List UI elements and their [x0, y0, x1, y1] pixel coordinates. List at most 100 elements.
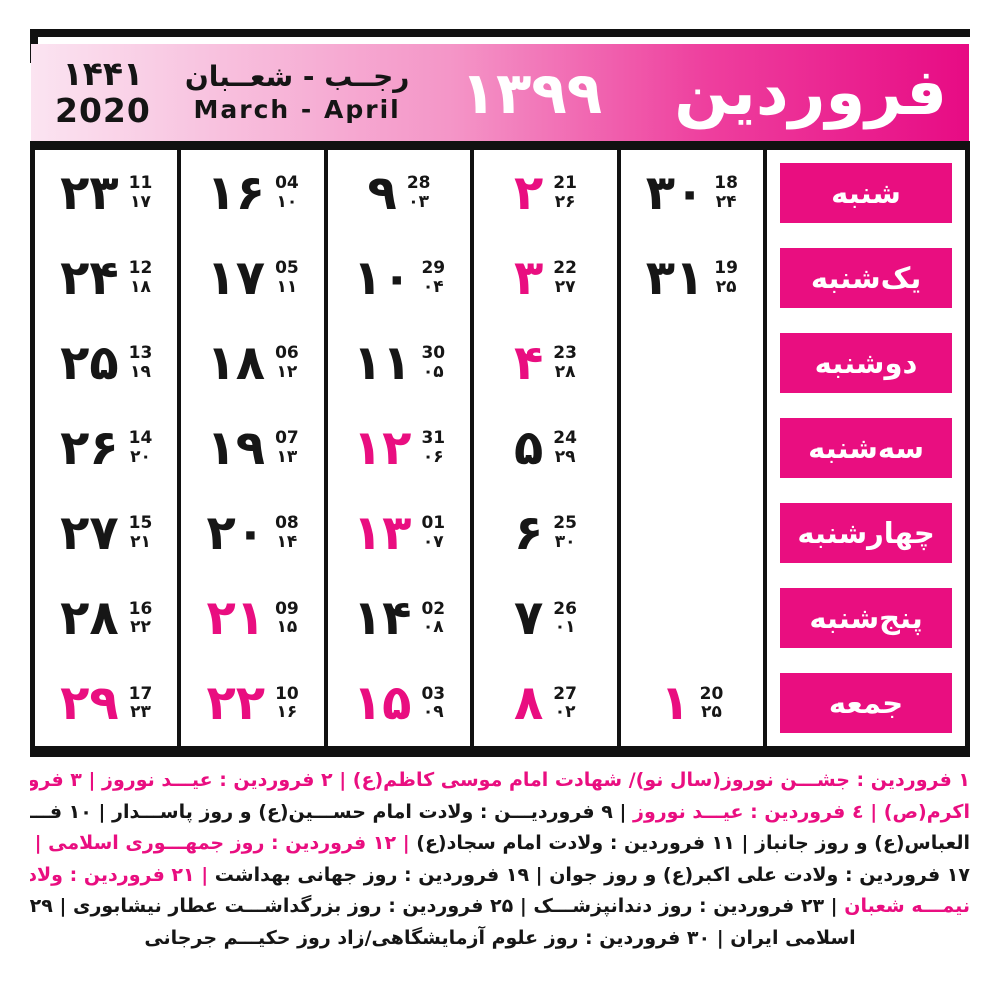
hijri-day-number: ۱۷ [130, 191, 151, 212]
weekday-box: یک‌شنبه [780, 247, 953, 308]
secondary-dates-stack: 05 ۱۱ [275, 259, 299, 296]
gregorian-day-number: 06 [275, 343, 299, 364]
hijri-day-number: ۱۲ [276, 361, 298, 382]
secondary-dates-stack: 14 ۲۰ [129, 429, 153, 466]
hijri-day-number: ۲۳ [130, 702, 151, 723]
secondary-dates-stack: 31 ۰۶ [421, 429, 445, 466]
jalali-day-number: ۹ [367, 164, 397, 221]
jalali-day-number: ۲۳ [60, 164, 119, 221]
gregorian-day-number: 29 [421, 258, 446, 279]
date-cell: ۱۹ 07 ۱۳ [181, 405, 323, 490]
date-cell: ۱۷ 05 ۱۱ [181, 235, 323, 320]
jalali-year: ۱۳۹۹ [460, 58, 603, 127]
events-line: ۱۷ فروردین : ولادت علی اکبر(ع) و روز جوا… [30, 860, 970, 892]
jalali-day-number: ۱۳ [352, 505, 412, 562]
secondary-dates-stack: 01 ۰۷ [421, 514, 445, 551]
events-text-run: العباس(ع) و روز جانباز | ۱۱ فروردین : ول… [409, 832, 970, 854]
gregorian-day-number: 17 [128, 683, 153, 704]
weekday-box: شنبه [780, 162, 953, 223]
hijri-day-number: ۱۸ [130, 276, 151, 297]
events-text-run: نیمـــه شعبان [837, 895, 970, 917]
gregorian-day-number: 14 [128, 428, 153, 449]
hijri-day-number: ۱۹ [130, 361, 151, 382]
hijri-day-number: ۱۰ [276, 191, 298, 212]
events-text-run: اسلامی ایران | ۳۰ فروردین : روز علوم آزم… [144, 926, 856, 949]
date-cell: ۱۲ 31 ۰۶ [328, 405, 470, 490]
jalali-day-number: ۲۶ [60, 419, 119, 476]
date-cell: ۱۰ 29 ۰۴ [328, 235, 470, 320]
column-divider [177, 150, 182, 746]
week-column: ۲ 21 ۲۶ ۳ 22 ۲۷ ۴ 23 ۲۸ ۵ 24 ۲۹ ۶ 25 ۳۰ ۷ 26 ۰۱ ۸ 27 ۰۲ [474, 150, 616, 746]
gregorian-day-number: 08 [275, 513, 299, 534]
weekday-slot: جمعه [767, 661, 965, 746]
jalali-day-number: ۲۷ [60, 505, 119, 562]
events-line: اسلامی ایران | ۳۰ فروردین : روز علوم آزم… [30, 923, 970, 955]
hijri-year: ۱۴۴۱ [62, 53, 144, 93]
calendar-header: ۱۴۴۱ 2020 رجــب - شعــبان March - April … [31, 44, 969, 141]
hijri-day-number: ۱۱ [276, 276, 298, 297]
date-cell: ۲۶ 14 ۲۰ [35, 405, 177, 490]
secondary-dates-stack: 22 ۲۷ [553, 259, 577, 296]
events-text-run: | ۲۱ فروردین : ولادت حضرت قائـــــم(عج) … [30, 863, 209, 886]
date-cell: ۱۳ 01 ۰۷ [328, 491, 470, 576]
gregorian-day-number: 10 [275, 683, 299, 704]
jalali-day-number: ۱۸ [206, 334, 266, 391]
weekday-slot: یک‌شنبه [767, 235, 965, 320]
events-line: اکرم(ص) | ٤ فروردین : عیـــد نوروز | ۹ ف… [30, 797, 970, 829]
date-cell: ۲۵ 13 ۱۹ [35, 320, 177, 405]
date-cell: ۲۴ 12 ۱۸ [35, 235, 177, 320]
hijri-day-number: ۰۶ [422, 446, 444, 467]
gregorian-day-number: 20 [699, 683, 724, 704]
hijri-day-number: ۱۴ [276, 532, 298, 553]
gregorian-day-number: 24 [553, 428, 577, 449]
jalali-day-number: ۱۴ [352, 590, 412, 647]
gregorian-day-number: 04 [275, 172, 299, 193]
weekday-box: دوشنبه [780, 332, 953, 393]
date-cell: ۸ 27 ۰۲ [474, 661, 616, 746]
secondary-dates-stack: 24 ۲۹ [553, 429, 577, 466]
secondary-dates-stack: 28 ۰۳ [407, 174, 431, 211]
jalali-day-number: ۴ [513, 334, 544, 391]
gregorian-months-range: March - April [193, 95, 401, 125]
gregorian-year: 2020 [55, 90, 151, 130]
gregorian-day-number: 13 [128, 343, 153, 364]
jalali-day-number: ۶ [513, 505, 544, 562]
hijri-day-number: ۰۵ [422, 361, 444, 382]
secondary-dates-stack: 26 ۰۱ [553, 599, 577, 637]
events-text-run: ۱ فروردین : جشـــن نوروز(سال نو)/ شهادت … [30, 769, 970, 791]
date-cell: ۲۳ 11 ۱۷ [35, 150, 177, 235]
weekday-slot: چهارشنبه [767, 491, 965, 576]
hijri-day-number: ۰۷ [422, 532, 444, 553]
jalali-day-number: ۲۸ [60, 590, 119, 647]
hijri-day-number: ۰۴ [422, 276, 444, 297]
week-column: ۹ 28 ۰۳ ۱۰ 29 ۰۴ ۱۱ 30 ۰۵ ۱۲ 31 ۰۶ ۱۳ 01 ۰۷ ۱۴ 02 ۰۸ ۱۵ 03 ۰… [328, 150, 470, 746]
secondary-dates-stack: 06 ۱۲ [275, 344, 299, 381]
week-column: ۱۶ 04 ۱۰ ۱۷ 05 ۱۱ ۱۸ 06 ۱۲ ۱۹ 07 ۱۳ ۲۰ 08 ۱۴ ۲۱ 09 ۱۵ ۲۲ 10… [181, 150, 323, 746]
secondary-dates-stack: 16 ۲۲ [129, 599, 153, 637]
jalali-day-number: ۳ [513, 249, 544, 306]
date-cell: ۲۲ 10 ۱۶ [181, 661, 323, 746]
hijri-day-number: ۳۰ [554, 532, 576, 553]
column-divider [763, 150, 768, 746]
weekday-box: جمعه [780, 673, 953, 734]
secondary-dates-stack: 07 ۱۳ [275, 429, 299, 466]
secondary-dates-stack: 15 ۲۱ [129, 514, 153, 551]
months-block: رجــب - شعــبان March - April [185, 59, 410, 125]
secondary-dates-stack: 20 ۲۵ [700, 685, 724, 722]
secondary-dates-stack: 13 ۱۹ [129, 344, 153, 381]
secondary-dates-stack: 04 ۱۰ [275, 174, 299, 211]
secondary-dates-stack: 23 ۲۸ [553, 344, 577, 381]
gregorian-day-number: 11 [128, 172, 153, 193]
gregorian-day-number: 07 [275, 428, 299, 449]
jalali-day-number: ۱ [660, 675, 690, 732]
hijri-day-number: ۲۸ [554, 361, 576, 382]
hijri-months-range: رجــب - شعــبان [184, 60, 410, 94]
weekday-slot: دوشنبه [767, 320, 965, 405]
secondary-dates-stack: 12 ۱۸ [129, 259, 153, 296]
date-cell: ۲۸ 16 ۲۲ [35, 576, 177, 661]
secondary-dates-stack: 03 ۰۹ [421, 685, 445, 722]
top-border-bar [30, 29, 970, 37]
hijri-day-number: ۲۰ [130, 446, 151, 467]
jalali-day-number: ۱۶ [206, 164, 266, 221]
events-text-run: | ۱۲ فروردین : روز جمهـــوری اسلامی | ۱۳… [30, 832, 410, 854]
